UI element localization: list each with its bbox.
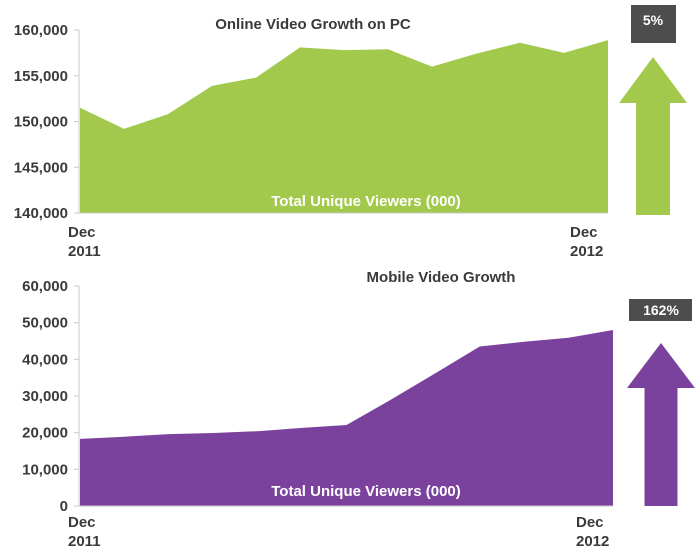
x-tick-start-month: Dec (68, 224, 96, 241)
growth-badge (629, 299, 692, 321)
x-tick-end-month: Dec (576, 514, 604, 531)
x-tick-start-year: 2011 (68, 533, 101, 550)
area-series (80, 40, 608, 213)
x-tick-start-month: Dec (68, 514, 96, 531)
y-tick-label: 10,000 (22, 461, 68, 478)
y-tick-label: 0 (60, 498, 68, 515)
chart-title: Mobile Video Growth (367, 269, 516, 286)
y-tick-label: 150,000 (14, 114, 68, 131)
y-tick-label: 50,000 (22, 315, 68, 332)
growth-badge-text: 162% (643, 302, 679, 318)
y-tick-label: 30,000 (22, 388, 68, 405)
y-tick-label: 140,000 (14, 205, 68, 222)
x-tick-end-year: 2012 (570, 243, 603, 260)
growth-badge-text: 5% (643, 12, 664, 28)
growth-arrow-icon (619, 57, 687, 215)
x-tick-end-year: 2012 (576, 533, 609, 550)
x-tick-end-month: Dec (570, 224, 598, 241)
series-label: Total Unique Viewers (000) (271, 483, 461, 500)
growth-arrow-icon (627, 343, 695, 506)
series-label: Total Unique Viewers (000) (271, 193, 461, 210)
y-tick-label: 155,000 (14, 68, 68, 85)
y-tick-label: 60,000 (22, 278, 68, 295)
y-tick-label: 160,000 (14, 22, 68, 39)
chart-title: Online Video Growth on PC (215, 16, 411, 33)
area-series (80, 330, 613, 506)
mobile-video-chart: Mobile Video Growth Total Unique Viewers… (22, 269, 695, 550)
y-tick-label: 40,000 (22, 351, 68, 368)
pc-video-chart: Online Video Growth on PC Total Unique V… (14, 5, 687, 260)
y-tick-label: 20,000 (22, 425, 68, 442)
growth-badge (631, 5, 676, 43)
y-tick-label: 145,000 (14, 159, 68, 176)
x-tick-start-year: 2011 (68, 243, 101, 260)
